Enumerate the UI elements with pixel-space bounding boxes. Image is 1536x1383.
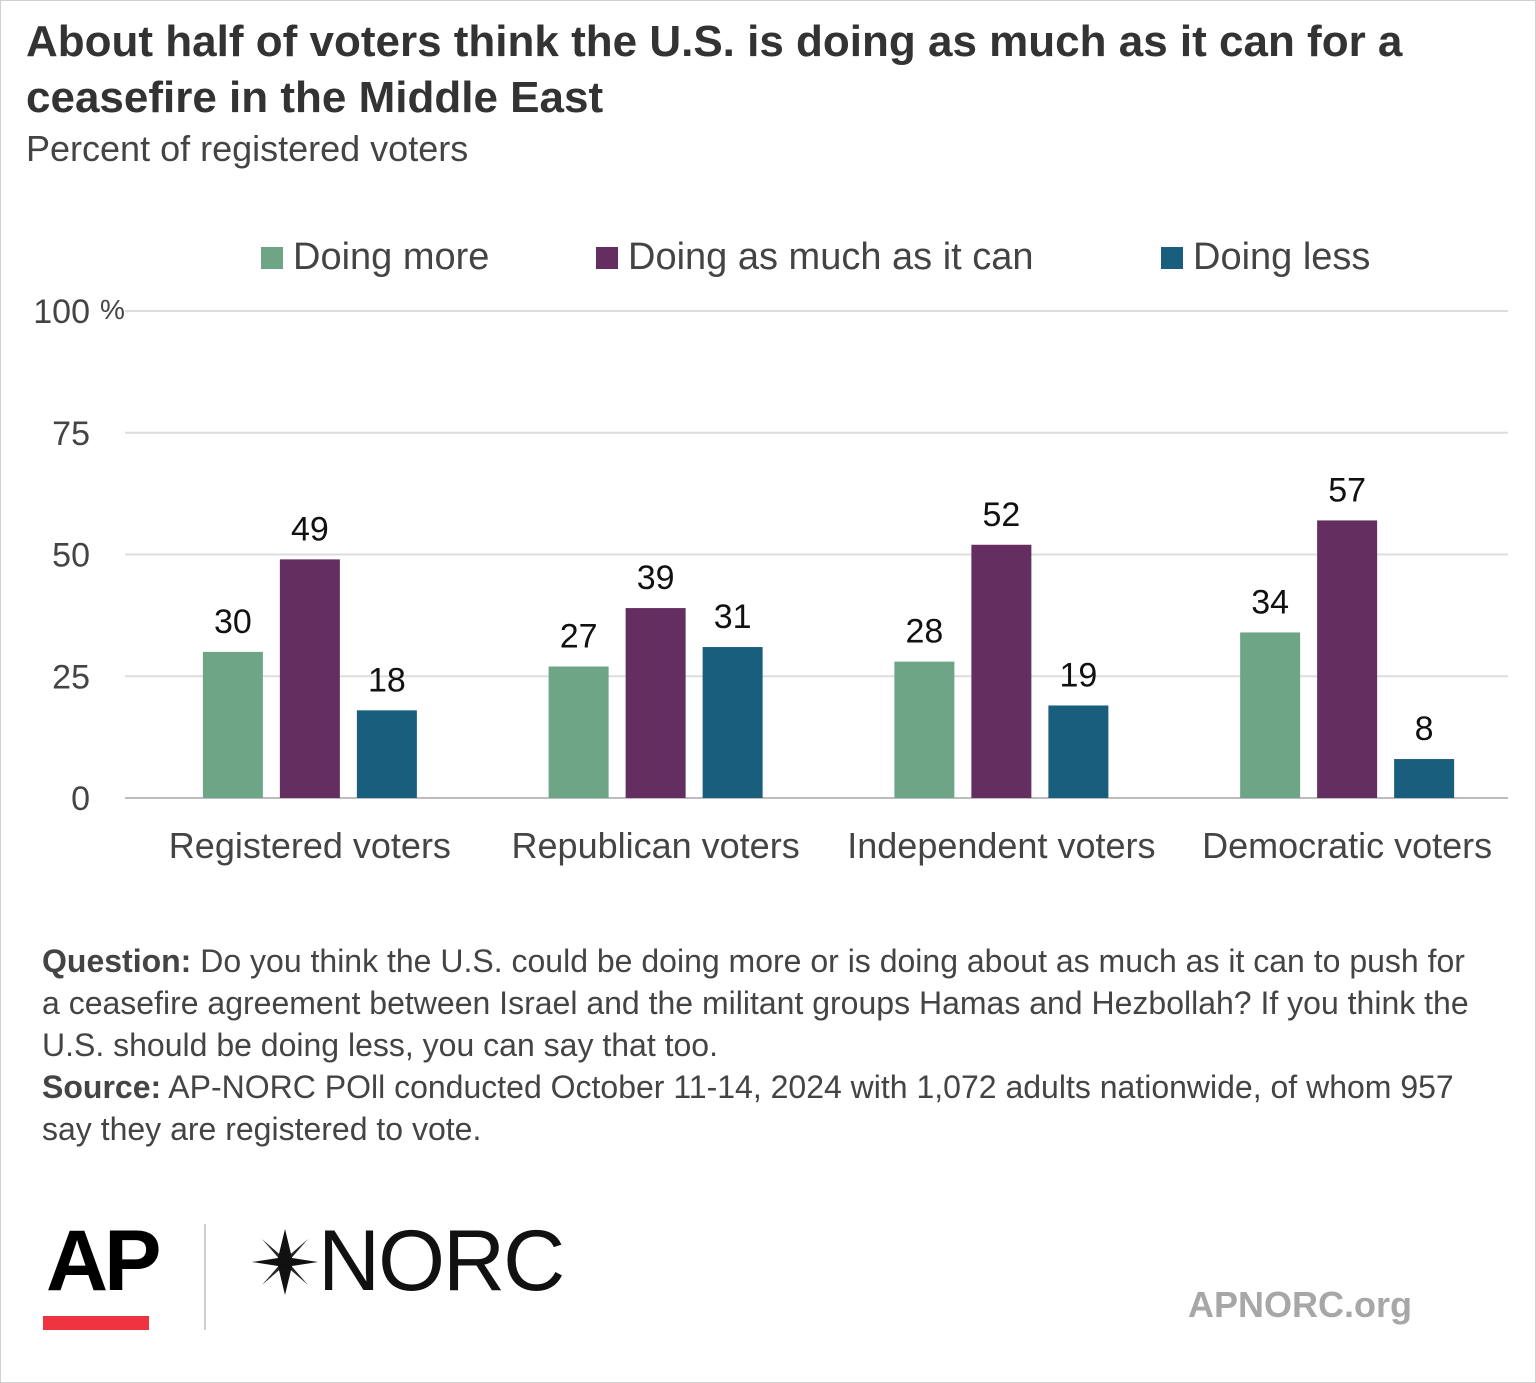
legend: Doing more Doing as much as it can Doing… bbox=[0, 236, 1536, 280]
legend-label-doing-more: Doing more bbox=[293, 236, 490, 278]
data-label: 52 bbox=[982, 496, 1020, 534]
chart-subtitle: Percent of registered voters bbox=[26, 128, 469, 169]
bar bbox=[894, 661, 955, 798]
y-tick-label: 50 bbox=[52, 537, 90, 575]
bar bbox=[1394, 759, 1455, 798]
site-url: APNORC.org bbox=[1188, 1284, 1412, 1325]
legend-label-doing-as-much: Doing as much as it can bbox=[628, 236, 1034, 278]
data-label: 39 bbox=[637, 559, 675, 597]
data-label: 19 bbox=[1059, 656, 1097, 694]
x-tick-label: Registered voters bbox=[169, 825, 451, 866]
data-label: 27 bbox=[560, 618, 598, 656]
data-label: 8 bbox=[1415, 710, 1434, 748]
ap-logo-bar bbox=[43, 1316, 149, 1330]
legend-item-doing-more: Doing more bbox=[261, 236, 489, 279]
x-tick-label: Democratic voters bbox=[1202, 825, 1492, 866]
y-tick-label: 0 bbox=[71, 780, 90, 818]
bar bbox=[279, 559, 340, 798]
x-tick-label: Republican voters bbox=[512, 825, 800, 866]
norc-star-icon bbox=[252, 1228, 318, 1295]
bar bbox=[702, 647, 763, 798]
data-label: 34 bbox=[1251, 583, 1289, 621]
chart-title: About half of voters think the U.S. is d… bbox=[26, 17, 1403, 122]
data-label: 28 bbox=[905, 613, 943, 651]
legend-item-doing-less: Doing less bbox=[1161, 236, 1370, 279]
bar bbox=[356, 710, 417, 798]
source-label: Source: bbox=[42, 1069, 162, 1105]
bar bbox=[202, 651, 263, 798]
chart-notes: Question: Do you think the U.S. could be… bbox=[42, 940, 1482, 1150]
data-label: 30 bbox=[214, 603, 252, 641]
x-tick-label: Independent voters bbox=[847, 825, 1155, 866]
data-label: 49 bbox=[291, 510, 329, 548]
bar bbox=[625, 608, 686, 798]
bar bbox=[971, 544, 1032, 798]
bar bbox=[1317, 520, 1378, 798]
y-tick-label: 75 bbox=[52, 415, 90, 453]
data-label: 31 bbox=[714, 598, 752, 636]
data-label: 18 bbox=[368, 661, 406, 699]
y-unit-label: % bbox=[100, 294, 125, 325]
ap-logo: AP bbox=[46, 1213, 161, 1309]
legend-swatch-doing-less bbox=[1161, 246, 1183, 269]
bar bbox=[1240, 632, 1301, 798]
data-label: 57 bbox=[1328, 471, 1366, 509]
source-text: AP-NORC POll conducted October 11-14, 20… bbox=[42, 1069, 1454, 1147]
legend-label-doing-less: Doing less bbox=[1193, 236, 1371, 278]
question-note: Question: Do you think the U.S. could be… bbox=[42, 940, 1482, 1066]
y-tick-label: 25 bbox=[52, 658, 90, 696]
source-note: Source: AP-NORC POll conducted October 1… bbox=[42, 1066, 1482, 1150]
logo-divider bbox=[204, 1224, 206, 1330]
question-label: Question: bbox=[42, 943, 192, 979]
y-tick-label: 100 bbox=[33, 293, 90, 331]
norc-logo: NORC bbox=[252, 1212, 565, 1311]
norc-logo-text: NORC bbox=[318, 1213, 565, 1309]
legend-item-doing-as-much: Doing as much as it can bbox=[596, 236, 1034, 279]
legend-swatch-doing-more bbox=[261, 246, 283, 269]
bar bbox=[548, 666, 609, 798]
bar bbox=[1048, 705, 1109, 798]
bar-chart: 0 25 50 75 100 % 30 49 18 Registered voters 27 39 31… bbox=[33, 293, 1508, 866]
question-text: Do you think the U.S. could be doing mor… bbox=[42, 943, 1469, 1063]
legend-swatch-doing-as-much bbox=[596, 246, 618, 269]
